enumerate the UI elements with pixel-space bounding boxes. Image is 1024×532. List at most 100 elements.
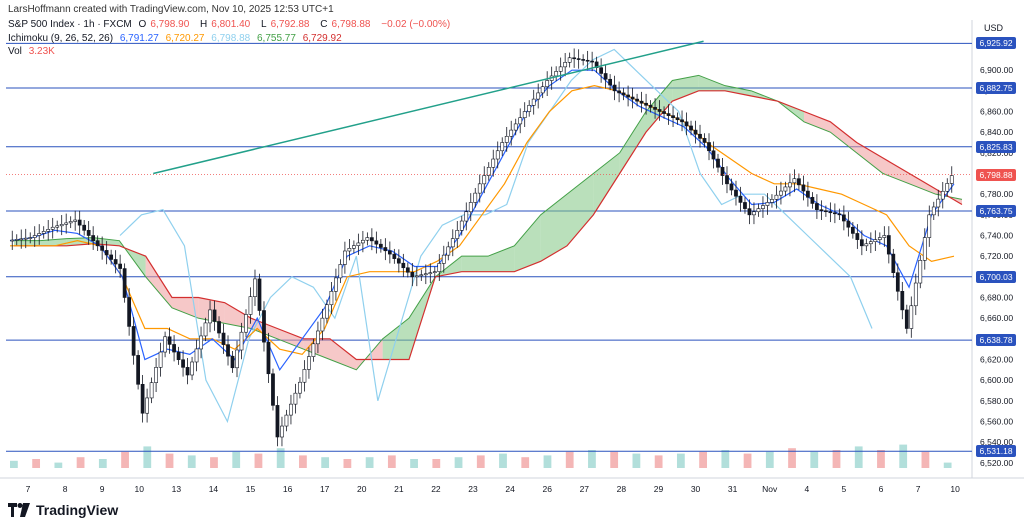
volume-bar bbox=[943, 462, 952, 468]
candle-body bbox=[734, 189, 738, 197]
candle-body bbox=[850, 226, 855, 234]
candle-body bbox=[653, 107, 657, 110]
candle-body bbox=[235, 349, 239, 369]
candle-body bbox=[19, 238, 24, 241]
senkou-span-a-line bbox=[14, 74, 963, 371]
volume-bar bbox=[210, 457, 218, 468]
price-level-badge: 6,825.83 bbox=[976, 140, 1016, 153]
candle-body bbox=[298, 381, 302, 394]
candle-body bbox=[414, 275, 419, 278]
candle-body bbox=[378, 243, 383, 248]
candle-body bbox=[212, 309, 217, 322]
ichimoku-legend: Ichimoku (9, 26, 52, 26) 6,791.27 6,720.… bbox=[8, 33, 346, 44]
volume-bar bbox=[654, 455, 663, 468]
candle-body bbox=[262, 310, 266, 343]
x-tick-label: 21 bbox=[394, 484, 404, 494]
candle-body bbox=[527, 105, 532, 112]
x-tick-label: 26 bbox=[542, 484, 552, 494]
candle-body bbox=[675, 117, 680, 121]
candle-body bbox=[446, 246, 451, 256]
volume-bar bbox=[187, 455, 196, 468]
candle-body bbox=[913, 282, 918, 307]
candle-body bbox=[104, 250, 109, 256]
y-tick-label: 6,520.00 bbox=[980, 458, 1013, 468]
ichimoku-span-b-value: 6,729.92 bbox=[302, 33, 342, 44]
candle-body bbox=[361, 239, 365, 244]
y-tick-label: 6,860.00 bbox=[980, 107, 1013, 117]
ichimoku-cloud-segment bbox=[303, 338, 330, 360]
candle-body bbox=[356, 242, 361, 246]
candle-body bbox=[329, 290, 334, 306]
ichimoku-tenkan-value: 6,791.27 bbox=[119, 33, 159, 44]
candle-body bbox=[432, 271, 437, 273]
ichimoku-cloud-segment bbox=[672, 75, 699, 102]
x-tick-label: 24 bbox=[505, 484, 515, 494]
volume-bar bbox=[743, 453, 752, 468]
candle-body bbox=[131, 326, 136, 356]
candle-body bbox=[428, 272, 433, 275]
change-value: −0.02 (−0.00%) bbox=[381, 19, 451, 30]
tradingview-icon bbox=[8, 503, 30, 517]
candle-body bbox=[819, 209, 824, 212]
currency-label: USD bbox=[984, 23, 1004, 33]
candle-body bbox=[91, 235, 96, 241]
volume-bar bbox=[699, 451, 707, 468]
price-level-badge: 6,700.03 bbox=[976, 270, 1016, 283]
x-tick-label: 8 bbox=[63, 484, 68, 494]
volume-bar bbox=[721, 450, 730, 468]
candle-body bbox=[680, 119, 684, 123]
y-tick-label: 6,820.00 bbox=[980, 148, 1013, 158]
tradingview-logo[interactable]: TradingView bbox=[8, 502, 118, 518]
lagging-span-line bbox=[119, 48, 873, 424]
candle-body bbox=[806, 190, 810, 198]
candle-body bbox=[405, 267, 410, 273]
candle-body bbox=[455, 230, 460, 239]
ichimoku-cloud-segment bbox=[698, 75, 725, 91]
x-tick-label: 15 bbox=[246, 484, 256, 494]
x-tick-label: 4 bbox=[804, 484, 809, 494]
candle-body bbox=[707, 142, 711, 152]
candle-body bbox=[32, 235, 37, 238]
x-tick-label: 29 bbox=[654, 484, 664, 494]
price-level-badge: 6,882.75 bbox=[976, 81, 1016, 94]
ichimoku-cloud-segment bbox=[725, 85, 752, 96]
ichimoku-cloud-segment bbox=[514, 214, 541, 272]
candle-body bbox=[945, 183, 950, 192]
candle-body bbox=[824, 210, 828, 213]
x-tick-label: 7 bbox=[916, 484, 921, 494]
y-tick-label: 6,560.00 bbox=[980, 417, 1013, 427]
candle-body bbox=[500, 142, 505, 152]
volume-bar bbox=[98, 459, 107, 468]
candle-body bbox=[118, 263, 123, 269]
candle-body bbox=[518, 117, 523, 125]
y-tick-label: 6,720.00 bbox=[980, 251, 1013, 261]
last-price-badge: 6,798.88 bbox=[976, 168, 1016, 181]
high-label: H bbox=[200, 19, 208, 30]
candle-body bbox=[657, 109, 662, 112]
candle-body bbox=[797, 178, 801, 186]
volume-bar bbox=[410, 459, 418, 468]
candle-body bbox=[927, 214, 932, 238]
candle-body bbox=[648, 105, 653, 108]
ohlc-low: L 6,792.88 bbox=[261, 19, 314, 30]
volume-bar bbox=[32, 459, 41, 468]
low-label: L bbox=[261, 19, 267, 30]
trendline bbox=[153, 40, 704, 175]
price-level-badge: 6,763.75 bbox=[976, 204, 1016, 217]
candle-body bbox=[522, 111, 527, 118]
candle-body bbox=[176, 351, 181, 361]
ichimoku-cloud-segment bbox=[619, 111, 646, 174]
candle-body bbox=[536, 92, 541, 100]
candle-body bbox=[23, 237, 28, 240]
candle-body bbox=[325, 304, 329, 319]
x-tick-label: 31 bbox=[728, 484, 738, 494]
candle-body bbox=[302, 369, 307, 383]
ohlc-high: H 6,801.40 bbox=[200, 19, 254, 30]
volume-bar bbox=[143, 446, 152, 468]
candle-body bbox=[167, 336, 172, 345]
candle-body bbox=[725, 175, 729, 185]
candle-body bbox=[163, 336, 167, 353]
candle-body bbox=[765, 202, 770, 206]
volume-bar bbox=[365, 457, 374, 468]
